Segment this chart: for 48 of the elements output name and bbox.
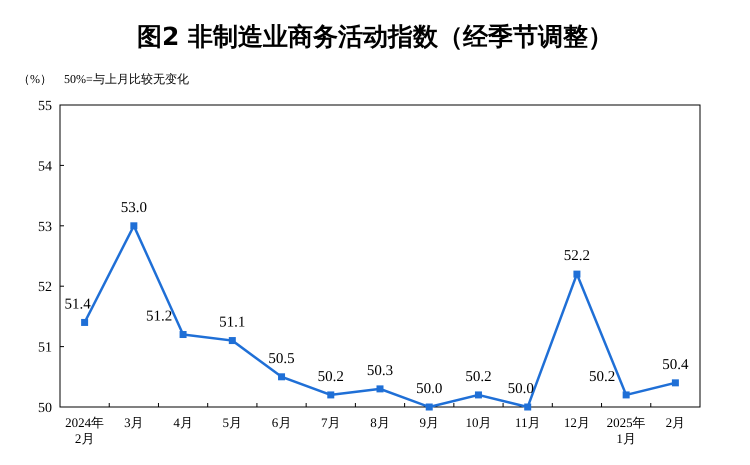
point	[622, 391, 630, 398]
x-tick-label: 7月	[321, 415, 341, 430]
y-tick-label: 51	[38, 340, 52, 356]
data-label: 50.3	[366, 362, 394, 379]
data-label: 50.4	[662, 356, 690, 373]
y-tick-label: 52	[38, 280, 52, 296]
x-tick-label: 6月	[272, 415, 292, 430]
data-label: 50.2	[318, 368, 344, 385]
point	[672, 379, 679, 386]
point	[474, 391, 482, 398]
x-tick-label: 2024年 2月	[65, 415, 104, 446]
x-tick-label: 2月	[666, 415, 686, 430]
text: 50%=与上月比较无变化	[64, 72, 189, 86]
data-label: 50.2	[465, 368, 492, 385]
x-tick-label: 2025年 1月	[606, 415, 646, 446]
point	[81, 318, 88, 326]
y-tick-label: 53	[38, 220, 52, 235]
data-label: 53.0	[120, 200, 147, 216]
data-label: 51.2	[146, 308, 172, 325]
y-tick-label: 55	[38, 99, 52, 114]
x-tick-label: 10月	[465, 415, 492, 430]
y-tick-label: 54	[38, 159, 52, 174]
point	[180, 331, 187, 338]
x-tick-label: 4月	[173, 415, 193, 430]
y-axis-title: （%）	[18, 72, 52, 86]
data-label: 51.4	[64, 296, 92, 312]
data-label: 50.2	[589, 368, 616, 385]
data-label: 50.0	[416, 381, 442, 397]
x-tick-label: 11月	[514, 415, 540, 430]
y-tick-label: 50	[38, 401, 52, 416]
data-label: 51.1	[219, 314, 246, 331]
point	[228, 337, 236, 344]
x-tick-label: 8月	[370, 415, 390, 430]
point	[426, 404, 433, 410]
point	[327, 391, 334, 398]
x-tick-label: 3月	[124, 415, 144, 430]
x-tick-label: 12月	[564, 415, 590, 430]
point	[524, 404, 532, 410]
point	[376, 385, 384, 392]
point	[278, 373, 286, 380]
data-label: 50.5	[268, 350, 295, 367]
point	[130, 222, 138, 230]
data-label: 52.2	[564, 248, 590, 264]
data-label: 50.0	[508, 381, 534, 397]
chart-title: 图2 非制造业商务活动指数（经季节调整）	[136, 22, 614, 51]
x-tick-label: 9月	[419, 415, 439, 430]
x-tick-label: 5月	[222, 415, 242, 430]
point	[573, 270, 580, 278]
